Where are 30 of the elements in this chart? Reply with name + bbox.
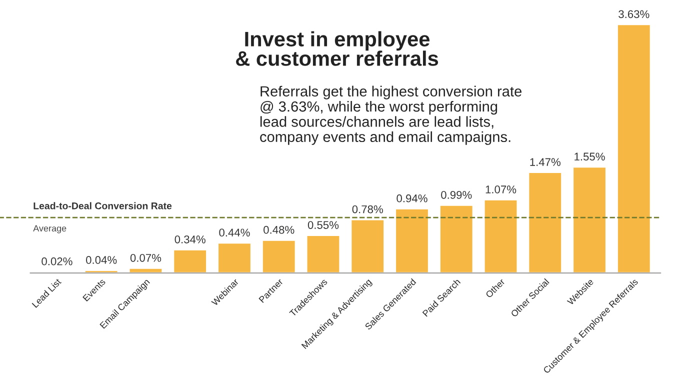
data-label: 0.34%: [174, 235, 206, 244]
data-label: 1.07%: [486, 186, 516, 194]
data-label: 0.78%: [352, 205, 383, 214]
annotation: Lead-to-Deal Conversion Rate: [34, 202, 172, 210]
data-label: 0.07%: [130, 254, 162, 262]
data-label: 0.02%: [42, 257, 72, 266]
bar: [616, 24, 652, 273]
bar: [306, 234, 341, 273]
data-label: 0.99%: [441, 190, 472, 199]
data-label: 0.48%: [264, 226, 294, 234]
data-label: 3.63%: [618, 10, 650, 18]
data-label: 0.94%: [396, 194, 428, 202]
bar: [394, 208, 430, 273]
data-label: 1.55%: [574, 152, 605, 161]
data-label: 1.47%: [530, 158, 560, 166]
bar: [172, 249, 208, 273]
data-label: 0.04%: [86, 256, 117, 264]
bar: [572, 166, 607, 273]
bar: [528, 172, 562, 273]
data-label: 0.44%: [219, 228, 250, 237]
bar: [217, 242, 252, 273]
bar: [262, 239, 296, 273]
ref-line-label: Average: [33, 225, 66, 234]
data-label: 0.55%: [308, 221, 339, 229]
bar: [128, 268, 164, 273]
bar: [350, 218, 385, 273]
bar: [483, 199, 518, 273]
text: Referrals get the highest conversion rate @ 3.63%, while the worst performing lead sources/channels are lead lists, company events and email campaigns.: [260, 86, 522, 145]
bar: [439, 204, 474, 273]
text: Invest in employee & customer referrals: [236, 31, 438, 66]
